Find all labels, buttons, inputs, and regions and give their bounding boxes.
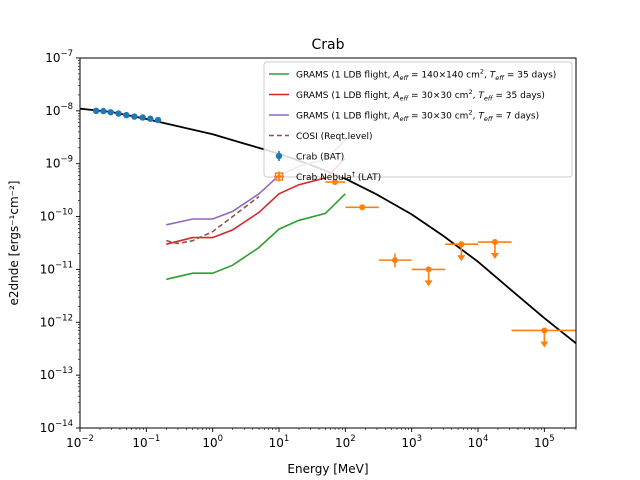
chart-title: Crab: [312, 37, 345, 53]
bat-point-3: [115, 110, 122, 117]
series-line-3: [166, 195, 260, 245]
lat-point-1: [345, 204, 379, 211]
legend-label-3: COSI (Reqt.level): [296, 132, 373, 142]
lat-point-2: [378, 253, 412, 268]
x-tick-label-3: 101: [269, 434, 290, 450]
bat-point-5: [131, 113, 138, 120]
bat-point-0: [92, 107, 100, 115]
y-tick-label-4: 10−10: [40, 208, 73, 224]
legend-label-0: GRAMS (1 LDB flight, Aeff = 140×140 cm2,…: [296, 68, 556, 83]
plot-frame: [79, 57, 577, 429]
lat-point-4: [445, 241, 479, 262]
y-tick-label-7: 10−7: [45, 49, 73, 65]
series-line-0: [166, 193, 346, 281]
legend: GRAMS (1 LDB flight, Aeff = 140×140 cm2,…: [263, 61, 573, 183]
legend-label-1: GRAMS (1 LDB flight, Aeff = 30×30 cm2, T…: [296, 88, 545, 103]
legend-entry-2: GRAMS (1 LDB flight, Aeff = 30×30 cm2, T…: [269, 109, 539, 124]
x-tick-label-6: 104: [468, 434, 489, 450]
lat-point-6: [511, 327, 576, 348]
x-axis-label: Energy [MeV]: [287, 462, 368, 476]
bat-point-2: [107, 109, 114, 116]
x-tick-label-5: 103: [401, 434, 422, 450]
legend-label-5: Crab Nebula† (LAT): [296, 170, 381, 183]
y-tick-label-6: 10−8: [45, 102, 73, 118]
plot-area: [80, 107, 576, 348]
bat-point-8: [154, 116, 162, 124]
y-tick-label-1: 10−13: [40, 366, 73, 382]
y-tick-label-5: 10−9: [45, 155, 73, 171]
bat-point-7: [147, 115, 154, 122]
y-tick-label-0: 10−14: [40, 419, 73, 435]
legend-entry-4: Crab (BAT): [275, 151, 344, 163]
y-tick-label-2: 10−12: [40, 313, 73, 329]
legend-label-4: Crab (BAT): [296, 153, 344, 163]
y-axis-label: e2dnde [ergs⁻¹cm⁻²]: [7, 181, 21, 306]
axes-ticks: 10−2 10−1 100 101 102 103 104 105 10−14 10−13 10−1…: [40, 49, 577, 450]
legend-entry-3: COSI (Reqt.level): [269, 132, 373, 142]
x-tick-label-2: 100: [202, 434, 223, 450]
x-tick-label-7: 105: [534, 434, 555, 450]
x-tick-label-0: 10−2: [66, 434, 94, 450]
legend-box: [263, 61, 573, 178]
x-tick-label-1: 10−1: [132, 434, 160, 450]
bat-point-6: [139, 114, 146, 121]
legend-entry-5: Crab Nebula† (LAT): [274, 170, 381, 183]
bat-point-1: [100, 107, 107, 115]
legend-entry-0: GRAMS (1 LDB flight, Aeff = 140×140 cm2,…: [269, 68, 556, 83]
x-tick-label-4: 102: [335, 434, 356, 450]
legend-label-2: GRAMS (1 LDB flight, Aeff = 30×30 cm2, T…: [296, 109, 539, 124]
legend-entry-1: GRAMS (1 LDB flight, Aeff = 30×30 cm2, T…: [269, 88, 545, 103]
lat-point-3: [411, 266, 446, 287]
plot-series-group: [80, 107, 576, 348]
lat-point-5: [478, 239, 512, 260]
bat-point-4: [123, 111, 130, 119]
lat-point-0: [325, 179, 346, 186]
y-tick-label-3: 10−11: [40, 260, 73, 276]
